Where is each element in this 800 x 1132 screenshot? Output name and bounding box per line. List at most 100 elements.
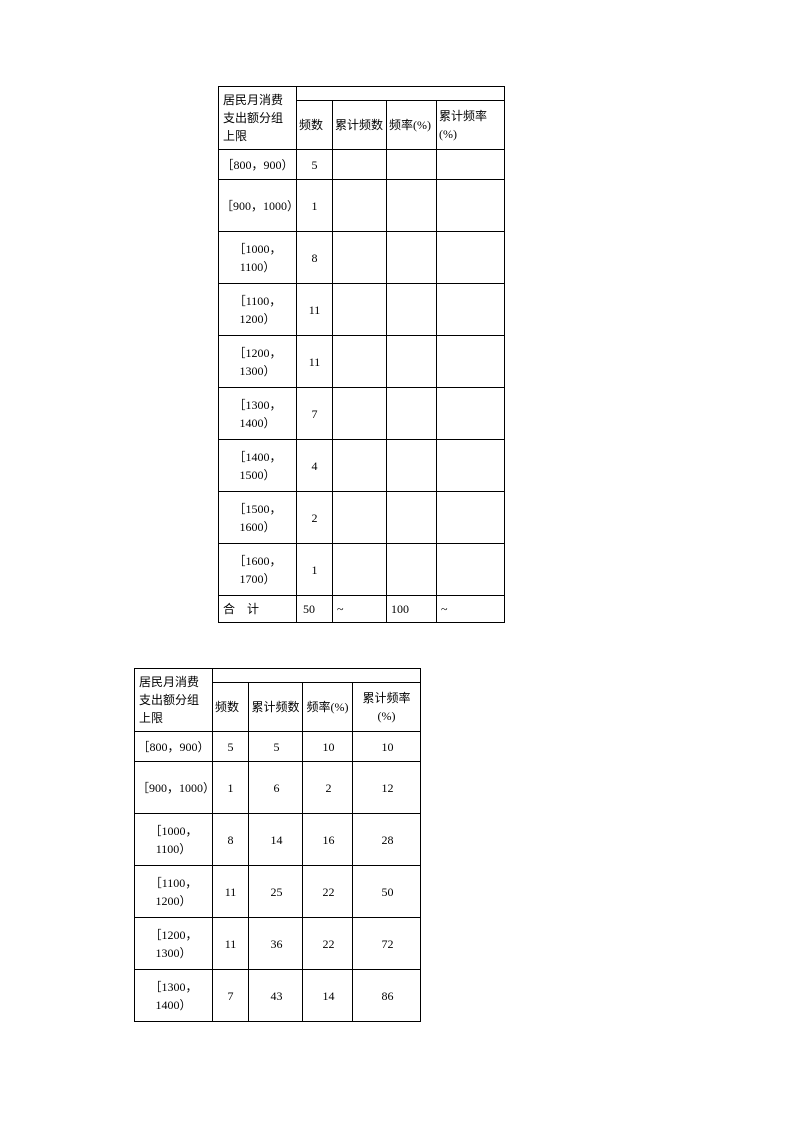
cell-range: ［1600，1700）: [219, 544, 297, 596]
table-row: ［900，1000）1: [219, 180, 505, 232]
cell-cfreq: [333, 544, 387, 596]
table-row: ［1500，1600）2: [219, 492, 505, 544]
t2-header-range: 居民月消费支出额分组上限: [135, 669, 213, 732]
cell-cfreq: 5: [249, 732, 303, 762]
cell-range: ［1100，1200）: [219, 284, 297, 336]
table-row: ［800，900）551010: [135, 732, 421, 762]
cell-freq: 8: [297, 232, 333, 284]
table-row: ［800，900）5: [219, 150, 505, 180]
cell-rate: 2: [303, 762, 353, 814]
cell-freq: 1: [213, 762, 249, 814]
t2-header-cfreq: 累计频数: [249, 683, 303, 732]
cell-cfreq: [333, 492, 387, 544]
cell-range: ［800，900）: [135, 732, 213, 762]
t1-header-range: 居民月消费支出额分组上限: [219, 87, 297, 150]
table-row: ［1300，1400）7: [219, 388, 505, 440]
cell-cfreq: [333, 388, 387, 440]
cell-crate: [437, 544, 505, 596]
cell-rate: [387, 544, 437, 596]
cell-crate: 86: [353, 970, 421, 1022]
cell-cfreq: 6: [249, 762, 303, 814]
table1-wrap: 居民月消费支出额分组上限 频数 累计频数 频率(%) 累计频率(%) ［800，…: [218, 86, 505, 623]
t1-total-rate: 100: [387, 596, 437, 623]
cell-rate: [387, 440, 437, 492]
cell-range: ［1400，1500）: [219, 440, 297, 492]
t2-header-rate: 频率(%): [303, 683, 353, 732]
cell-cfreq: [333, 150, 387, 180]
cell-range: ［1200，1300）: [219, 336, 297, 388]
cell-cfreq: 14: [249, 814, 303, 866]
cell-rate: 14: [303, 970, 353, 1022]
cell-rate: [387, 336, 437, 388]
cell-crate: [437, 150, 505, 180]
t1-header-rate: 频率(%): [387, 101, 437, 150]
cell-range: ［1300，1400）: [219, 388, 297, 440]
cell-rate: 22: [303, 918, 353, 970]
cell-cfreq: 43: [249, 970, 303, 1022]
t1-total-cfreq: ~: [333, 596, 387, 623]
t2-header-freq: 频数: [213, 683, 249, 732]
cell-freq: 2: [297, 492, 333, 544]
cell-cfreq: [333, 440, 387, 492]
cell-crate: [437, 440, 505, 492]
cell-cfreq: [333, 180, 387, 232]
cell-cfreq: [333, 336, 387, 388]
cell-crate: [437, 180, 505, 232]
cell-range: ［1300，1400）: [135, 970, 213, 1022]
cell-crate: [437, 284, 505, 336]
cell-freq: 5: [213, 732, 249, 762]
t1-header-span: [297, 87, 505, 101]
t2-header-crate: 累计频率(%): [353, 683, 421, 732]
cell-range: ［800，900）: [219, 150, 297, 180]
cell-crate: 72: [353, 918, 421, 970]
cell-freq: 7: [213, 970, 249, 1022]
cell-crate: 12: [353, 762, 421, 814]
cell-rate: [387, 180, 437, 232]
cell-freq: 5: [297, 150, 333, 180]
t2-header-span: [213, 669, 421, 683]
frequency-table-1: 居民月消费支出额分组上限 频数 累计频数 频率(%) 累计频率(%) ［800，…: [218, 86, 505, 623]
cell-freq: 1: [297, 180, 333, 232]
cell-range: ［900，1000）: [219, 180, 297, 232]
table-row: ［1000，1100）8141628: [135, 814, 421, 866]
cell-range: ［1500，1600）: [219, 492, 297, 544]
cell-rate: [387, 388, 437, 440]
cell-cfreq: 36: [249, 918, 303, 970]
cell-freq: 4: [297, 440, 333, 492]
table2-wrap: 居民月消费支出额分组上限 频数 累计频数 频率(%) 累计频率(%) ［800，…: [134, 668, 421, 1022]
cell-range: ［900，1000）: [135, 762, 213, 814]
frequency-table-2: 居民月消费支出额分组上限 频数 累计频数 频率(%) 累计频率(%) ［800，…: [134, 668, 421, 1022]
table-row: ［1300，1400）7431486: [135, 970, 421, 1022]
cell-rate: [387, 284, 437, 336]
table-row: ［1200，1300）11362272: [135, 918, 421, 970]
table-row: ［1200，1300）11: [219, 336, 505, 388]
cell-rate: [387, 492, 437, 544]
cell-rate: 22: [303, 866, 353, 918]
table-row: ［1000，1100）8: [219, 232, 505, 284]
t1-header-freq: 频数: [297, 101, 333, 150]
cell-crate: [437, 336, 505, 388]
cell-cfreq: [333, 284, 387, 336]
cell-cfreq: [333, 232, 387, 284]
cell-crate: [437, 232, 505, 284]
cell-crate: 50: [353, 866, 421, 918]
table-row: ［900，1000）16212: [135, 762, 421, 814]
cell-rate: [387, 232, 437, 284]
t1-total-crate: ~: [437, 596, 505, 623]
cell-crate: [437, 492, 505, 544]
cell-crate: [437, 388, 505, 440]
cell-crate: 28: [353, 814, 421, 866]
cell-range: ［1100，1200）: [135, 866, 213, 918]
t1-total-freq: 50: [297, 596, 333, 623]
cell-crate: 10: [353, 732, 421, 762]
cell-range: ［1000，1100）: [219, 232, 297, 284]
table-row: ［1100，1200）11252250: [135, 866, 421, 918]
cell-cfreq: 25: [249, 866, 303, 918]
t1-total-label: 合 计: [219, 596, 297, 623]
table-row: ［1100，1200）11: [219, 284, 505, 336]
cell-range: ［1000，1100）: [135, 814, 213, 866]
cell-rate: [387, 150, 437, 180]
cell-freq: 11: [297, 336, 333, 388]
cell-freq: 7: [297, 388, 333, 440]
cell-freq: 11: [297, 284, 333, 336]
